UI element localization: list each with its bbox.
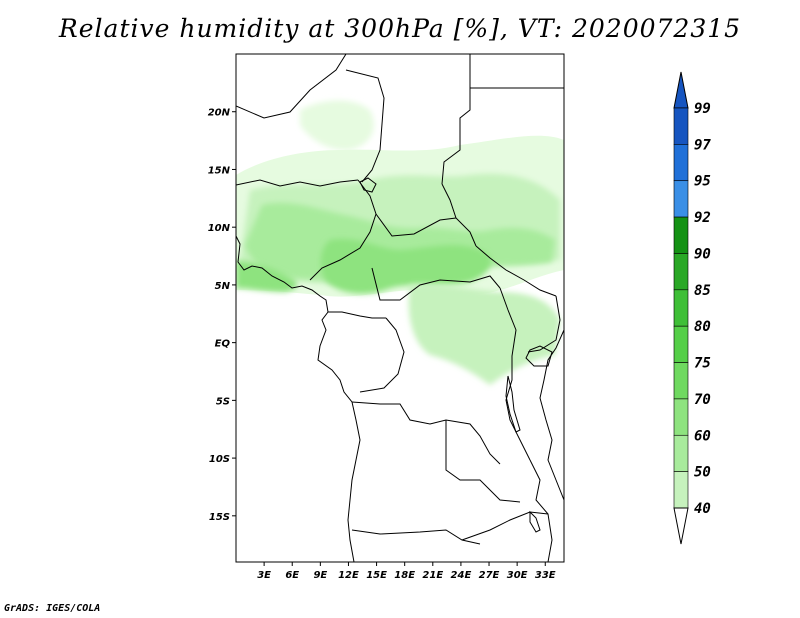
colorbar-segment: [673, 289, 689, 327]
lake-chad: [359, 177, 377, 193]
lat-tick-label: 5S: [216, 396, 230, 407]
border-egypt-sudan: [441, 54, 471, 185]
lon-tick-label: 15E: [366, 570, 387, 581]
lon-tick-label: 27E: [479, 570, 500, 581]
chart-title: Relative humidity at 300hPa [%], VT: 202…: [58, 14, 742, 43]
colorbar-label: 75: [694, 356, 711, 372]
colorbar-segment: [673, 362, 689, 400]
lat-tick-label: EQ: [215, 339, 231, 350]
border-chad-car: [375, 213, 457, 237]
colorbar-label: 50: [694, 465, 711, 481]
lon-tick-label: 9E: [313, 570, 327, 581]
colorbar-segment: [673, 216, 689, 254]
colorbar-segment: [673, 144, 689, 182]
colorbar-segment: [673, 107, 689, 145]
colorbar-label: 70: [694, 392, 711, 408]
lon-tick-label: 3E: [257, 570, 271, 581]
border-drc-angola: [351, 401, 501, 465]
colorbar-top-arrow: [673, 71, 689, 109]
lon-tick-label: 12E: [338, 570, 359, 581]
humidity-field: [236, 100, 564, 385]
lon-tick-label: 33E: [535, 570, 556, 581]
lat-tick-label: 5N: [215, 281, 231, 292]
lat-tick-label: 15S: [209, 512, 230, 523]
border-nigeria-niger: [236, 179, 359, 187]
coastline-east: [539, 329, 564, 501]
colorbar-label: 95: [694, 174, 711, 190]
lake-tanganyika: [505, 375, 521, 433]
country-borders: [236, 54, 564, 562]
lon-tick-label: 18E: [394, 570, 415, 581]
colorbar-label: 92: [694, 210, 711, 226]
colorbar-label: 40: [694, 501, 711, 517]
lon-tick-label: 30E: [507, 570, 528, 581]
border-nigeria-cameroon: [309, 179, 377, 281]
border-angola-zambia: [445, 420, 521, 503]
border-south-sudan: [475, 245, 557, 297]
colorbar-segment: [673, 180, 689, 218]
lake-malawi: [529, 510, 541, 533]
coastline-gulf-of-guinea: [236, 235, 361, 562]
humidity-area-south: [408, 284, 560, 385]
colorbar-label: 99: [694, 101, 711, 117]
lon-axis: 3E 6E 9E 12E 15E 18E 21E 24E 27E 30E 33E: [257, 562, 556, 581]
colorbar: 40 50 60 70 75 80 85 90 92 95 97 99: [673, 71, 711, 545]
lake-victoria: [525, 345, 553, 367]
map-frame: [235, 53, 565, 563]
lat-tick-label: 15N: [208, 165, 231, 176]
colorbar-label: 60: [694, 428, 711, 444]
colorbar-segment: [673, 434, 689, 472]
border-libya-chad: [345, 69, 385, 183]
lon-tick-label: 6E: [285, 570, 299, 581]
colorbar-segment: [673, 253, 689, 291]
colorbar-bottom-arrow: [673, 507, 689, 545]
colorbar-segment: [673, 398, 689, 436]
border-chad-sudan: [441, 183, 477, 247]
humidity-area-north-wisps: [300, 100, 374, 151]
border-drc-congo: [359, 317, 405, 393]
credit-text: GrADS: IGES/COLA: [4, 603, 101, 614]
colorbar-label: 80: [694, 319, 711, 335]
border-zambia-zimbabwe: [461, 511, 549, 541]
lat-tick-label: 10S: [209, 454, 230, 465]
lon-tick-label: 21E: [422, 570, 443, 581]
border-car-drc: [371, 267, 501, 301]
colorbar-label: 85: [694, 283, 711, 299]
border-cameroon-gabon: [328, 311, 386, 319]
border-uganda-kenya: [527, 295, 561, 353]
border-angola-namibia: [351, 529, 481, 545]
colorbar-label: 90: [694, 246, 711, 262]
border-drc-east: [499, 287, 531, 461]
lon-tick-label: 24E: [451, 570, 472, 581]
humidity-area-west-coast: [236, 260, 298, 292]
lat-axis: 20N 15N 10N 5N EQ 5S 10S 15S: [208, 108, 236, 523]
colorbar-segment: [673, 325, 689, 363]
border-mozambique: [529, 459, 553, 562]
colorbar-label: 97: [694, 137, 711, 153]
lat-tick-label: 10N: [208, 223, 231, 234]
humidity-area-central: [320, 238, 491, 294]
border-niger-chad: [236, 54, 347, 119]
colorbar-segment: [673, 471, 689, 509]
lat-tick-label: 20N: [208, 108, 231, 119]
